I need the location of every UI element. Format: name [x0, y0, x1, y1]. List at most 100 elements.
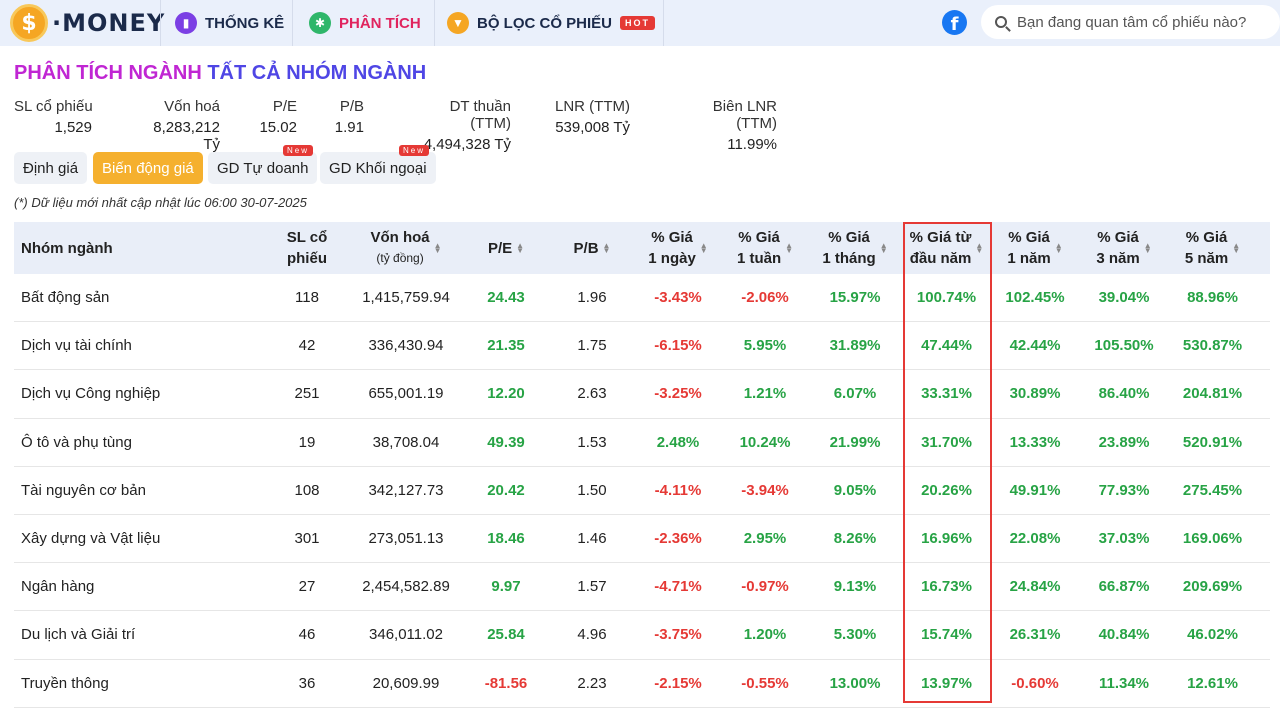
column-header[interactable]: Vốn hoá (tỷ đồng) ▲ ▼	[370, 229, 442, 265]
sort-icon[interactable]: ▲ ▼	[1232, 241, 1241, 255]
table-row[interactable]: Ô tô và phụ tùng 19 38,708.04 49.39 1.53 2.48…	[14, 419, 1270, 467]
table-cell: 30.89%	[1009, 385, 1061, 403]
industry-name-cell[interactable]: Dịch vụ tài chính	[21, 337, 132, 355]
bar-chart-icon: ▮	[175, 12, 197, 34]
data-update-note: (*) Dữ liệu mới nhất cập nhật lúc 06:00 …	[14, 195, 307, 210]
nav-item-bo-loc[interactable]: ▼ BỘ LỌC CỔ PHIẾU HOT	[447, 0, 656, 46]
table-cell: -3.25%	[654, 385, 702, 403]
sort-icon[interactable]: ▲ ▼	[699, 241, 708, 255]
table-cell: 4.96	[577, 626, 607, 644]
sort-icon[interactable]: ▲ ▼	[879, 241, 888, 255]
table-row[interactable]: Truyền thông 36 20,609.99 -81.56 2.23 -2.15% -…	[14, 660, 1270, 708]
sort-icon[interactable]: ▲ ▼	[602, 241, 611, 255]
table-cell: 22.08%	[1009, 530, 1061, 548]
tab-gd-khoi-ngoai[interactable]: GD Khối ngoại New	[320, 145, 436, 184]
table-row[interactable]: Dịch vụ Công nghiệp 251 655,001.19 12.20 2.6…	[14, 370, 1270, 419]
industry-table: Nhóm ngành SL cổ phiếu Vốn hoá (tỷ đồng) ▲ ▼ P/…	[14, 222, 1270, 708]
column-header[interactable]: % Giá 1 tuần ▲ ▼	[736, 229, 794, 267]
stat-pe: P/E 15.02	[259, 98, 297, 136]
column-header[interactable]: % Giá 1 tháng ▲ ▼	[822, 229, 888, 267]
sort-icon[interactable]: ▲ ▼	[433, 241, 442, 255]
table-cell: 26.31%	[1009, 626, 1061, 644]
stat-dt-thuan: DT thuần (TTM) 4,494,328 Tỷ	[423, 98, 511, 153]
tab-bien-dong-gia[interactable]: Biến động giá	[93, 152, 203, 184]
table-row[interactable]: Ngân hàng 27 2,454,582.89 9.97 1.57 -4.71% -0.…	[14, 563, 1270, 612]
table-cell: 66.87%	[1098, 578, 1150, 596]
table-cell: 100.74%	[916, 289, 977, 307]
column-header[interactable]: % Giá 1 năm ▲ ▼	[1007, 229, 1063, 267]
table-cell: 13.97%	[921, 674, 972, 692]
table-cell: 342,127.73	[368, 481, 444, 499]
table-cell: 16.73%	[921, 578, 972, 596]
industry-name-cell[interactable]: Xây dựng và Vật liệu	[21, 530, 161, 548]
tab-dinh-gia[interactable]: Định giá	[14, 152, 88, 184]
table-row[interactable]: Dịch vụ tài chính 42 336,430.94 21.35 1.75 -6…	[14, 322, 1270, 371]
table-cell: 49.91%	[1009, 481, 1061, 499]
table-cell: 1.96	[577, 289, 607, 307]
table-cell: 275.45%	[1182, 481, 1243, 499]
table-cell: 655,001.19	[368, 385, 444, 403]
tab-gd-tu-doanh[interactable]: GD Tự doanh New	[208, 145, 318, 184]
industry-name-cell[interactable]: Bất động sản	[21, 289, 110, 307]
table-cell: 31.89%	[829, 337, 881, 355]
table-cell: 27	[298, 578, 316, 596]
sort-icon[interactable]: ▲ ▼	[516, 241, 525, 255]
table-cell: -81.56	[484, 674, 528, 692]
nav-item-phan-tich[interactable]: ✱ PHÂN TÍCH	[309, 0, 421, 46]
table-cell: 1.46	[577, 530, 607, 548]
column-header[interactable]: P/B ▲ ▼	[573, 239, 611, 257]
filter-icon: ▼	[447, 12, 469, 34]
nav-item-thong-ke[interactable]: ▮ THỐNG KÊ	[175, 0, 284, 46]
facebook-icon[interactable]: f	[942, 10, 967, 35]
industry-name-cell[interactable]: Ô tô và phụ tùng	[21, 433, 132, 451]
dollar-coin-icon: $	[10, 4, 48, 42]
table-cell: 39.04%	[1098, 289, 1150, 307]
table-row[interactable]: Bất động sản 118 1,415,759.94 24.43 1.96 -3.4…	[14, 274, 1270, 323]
table-cell: -2.15%	[654, 674, 702, 692]
search-box[interactable]	[981, 5, 1280, 39]
table-cell: 9.97	[491, 578, 521, 596]
industry-name-cell[interactable]: Du lịch và Giải trí	[21, 626, 136, 644]
table-cell: 13.33%	[1009, 433, 1061, 451]
column-header: Nhóm ngành	[21, 239, 113, 257]
nav-divider	[292, 0, 293, 46]
sort-icon[interactable]: ▲ ▼	[1054, 241, 1063, 255]
sort-icon[interactable]: ▲ ▼	[1143, 241, 1152, 255]
table-cell: 1,415,759.94	[362, 289, 450, 307]
search-icon	[995, 16, 1007, 28]
column-header[interactable]: % Giá 5 năm ▲ ▼	[1184, 229, 1241, 267]
table-cell: -3.94%	[741, 481, 789, 499]
top-navigation-bar: $ ·MONEY ▮ THỐNG KÊ ✱ PHÂN TÍCH ▼ BỘ LỌC…	[0, 0, 1280, 46]
logo-text: ·MONEY	[52, 9, 166, 37]
industry-name-cell[interactable]: Dịch vụ Công nghiệp	[21, 385, 161, 403]
table-cell: 10.24%	[739, 433, 791, 451]
logo[interactable]: $ ·MONEY	[10, 3, 165, 43]
page-title: PHÂN TÍCH NGÀNH TẤT CẢ NHÓM NGÀNH	[14, 62, 427, 84]
table-cell: 16.96%	[921, 530, 972, 548]
table-cell: -4.71%	[654, 578, 702, 596]
sort-icon[interactable]: ▲ ▼	[975, 241, 984, 255]
table-cell: 42	[298, 337, 316, 355]
column-header[interactable]: % Giá từ đầu năm ▲ ▼	[909, 229, 984, 267]
industry-name-cell[interactable]: Ngân hàng	[21, 578, 95, 596]
table-row[interactable]: Du lịch và Giải trí 46 346,011.02 25.84 4.96…	[14, 611, 1270, 660]
column-header[interactable]: % Giá 3 năm ▲ ▼	[1096, 229, 1152, 267]
table-cell: 530.87%	[1182, 337, 1243, 355]
industry-name-cell[interactable]: Tài nguyên cơ bản	[21, 481, 146, 499]
table-cell: 19	[298, 433, 316, 451]
table-cell: 46.02%	[1187, 626, 1238, 644]
column-header[interactable]: % Giá 1 ngày ▲ ▼	[648, 229, 708, 267]
nav-item-label: BỘ LỌC CỔ PHIẾU	[477, 14, 613, 32]
table-cell: 118	[295, 289, 319, 307]
table-cell: 11.34%	[1098, 674, 1150, 692]
table-cell: 21.35	[487, 337, 525, 355]
search-input[interactable]	[1017, 13, 1267, 31]
table-cell: 46	[298, 626, 316, 644]
industry-name-cell[interactable]: Truyền thông	[21, 674, 109, 692]
sort-icon[interactable]: ▲ ▼	[785, 241, 794, 255]
table-row[interactable]: Tài nguyên cơ bản 108 342,127.73 20.42 1.50 -…	[14, 467, 1270, 515]
table-row[interactable]: Xây dựng và Vật liệu 301 273,051.13 18.46 1.…	[14, 515, 1270, 564]
column-header[interactable]: P/E ▲ ▼	[487, 239, 525, 257]
table-cell: 40.84%	[1098, 626, 1150, 644]
nav-divider	[434, 0, 435, 46]
